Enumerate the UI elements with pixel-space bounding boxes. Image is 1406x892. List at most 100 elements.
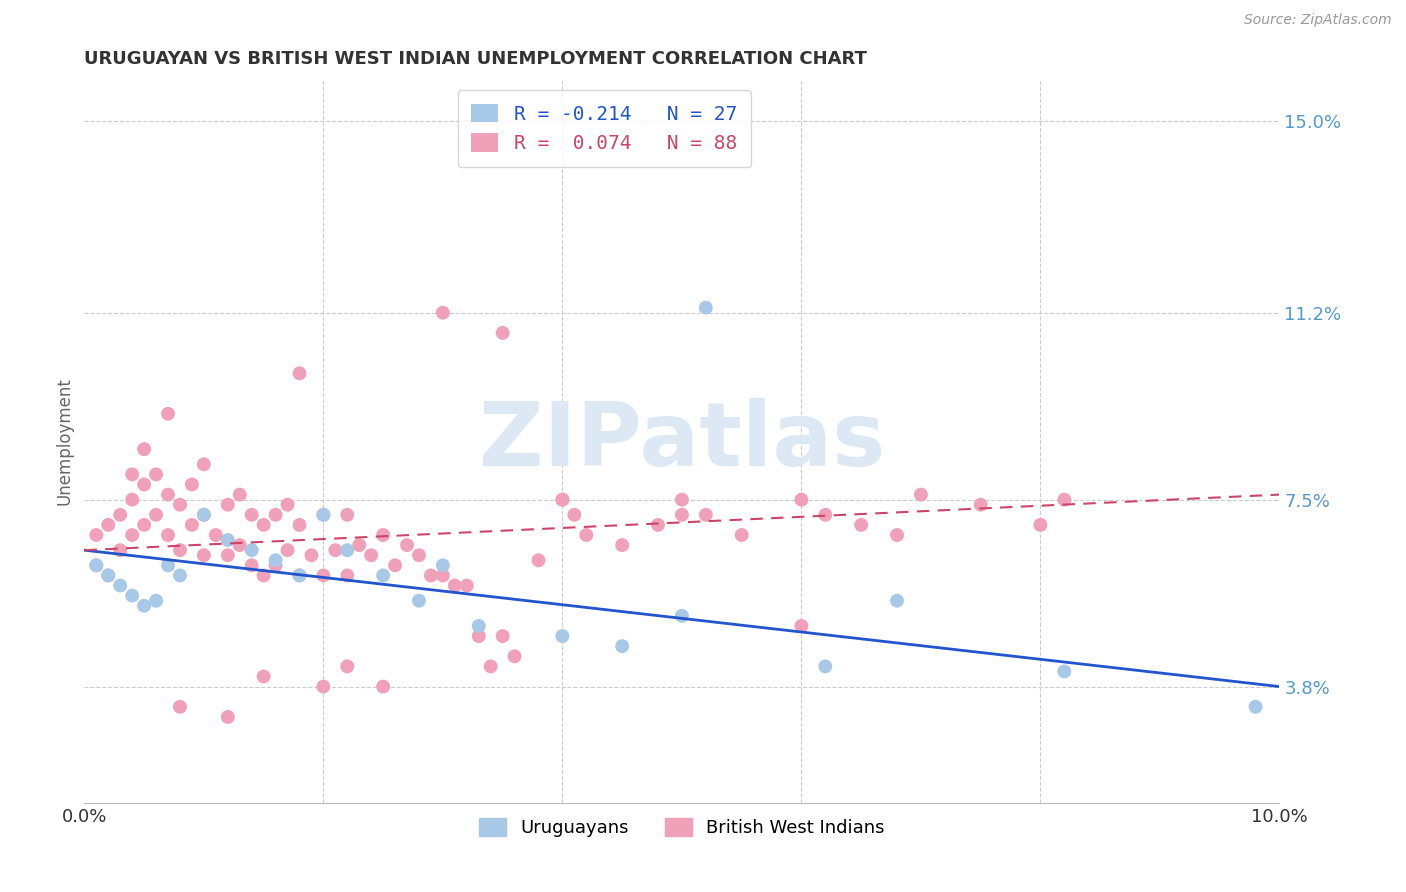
Point (312, 568, 335, 582)
Point (217, 533, 239, 547)
Point (432, 558, 454, 573)
Point (373, 528, 395, 542)
Point (790, 492, 813, 507)
Point (110, 508, 132, 522)
Point (181, 517, 204, 532)
Point (612, 538, 634, 552)
Point (121, 492, 143, 507)
Point (325, 543, 347, 558)
Point (132, 599, 156, 613)
Point (479, 659, 502, 673)
Y-axis label: Unemployment: Unemployment (55, 377, 73, 506)
Point (396, 538, 419, 552)
Point (695, 301, 717, 315)
Point (240, 558, 263, 573)
Point (217, 710, 239, 724)
Point (132, 442, 156, 456)
Point (228, 538, 252, 552)
Point (575, 528, 598, 542)
Point (193, 548, 215, 562)
Point (851, 517, 873, 532)
Point (169, 699, 191, 714)
Point (360, 548, 382, 562)
Point (217, 498, 239, 512)
Point (253, 568, 276, 582)
Point (228, 487, 252, 501)
Point (671, 492, 693, 507)
Point (408, 548, 430, 562)
Point (277, 543, 299, 558)
Point (110, 578, 132, 592)
Point (264, 553, 287, 567)
Point (121, 589, 143, 603)
Point (288, 568, 311, 582)
Point (527, 553, 550, 567)
Point (157, 487, 180, 501)
Point (288, 367, 311, 381)
Point (301, 548, 323, 562)
Point (492, 629, 515, 643)
Point (110, 543, 132, 558)
Point (1244, 699, 1267, 714)
Point (312, 508, 335, 522)
Point (790, 619, 813, 633)
Point (1053, 492, 1076, 507)
Point (503, 649, 526, 664)
Point (132, 477, 156, 491)
Point (671, 508, 693, 522)
Point (731, 528, 754, 542)
Point (288, 568, 311, 582)
Point (432, 306, 454, 320)
Point (288, 517, 311, 532)
Point (253, 669, 276, 683)
Point (886, 528, 908, 542)
Point (169, 498, 191, 512)
Point (349, 538, 371, 552)
Legend: Uruguayans, British West Indians: Uruguayans, British West Indians (471, 811, 893, 845)
Point (671, 608, 693, 623)
Point (910, 487, 932, 501)
Point (217, 548, 239, 562)
Point (121, 467, 143, 482)
Point (132, 517, 156, 532)
Point (695, 508, 717, 522)
Point (468, 619, 491, 633)
Point (145, 467, 167, 482)
Point (444, 578, 467, 592)
Point (86, 558, 108, 573)
Point (468, 629, 491, 643)
Point (564, 508, 586, 522)
Point (97, 568, 120, 582)
Point (145, 593, 167, 607)
Point (373, 568, 395, 582)
Point (336, 508, 359, 522)
Point (157, 558, 180, 573)
Point (814, 508, 837, 522)
Point (181, 477, 204, 491)
Point (647, 517, 669, 532)
Point (612, 639, 634, 653)
Point (432, 568, 454, 582)
Point (420, 568, 443, 582)
Point (277, 498, 299, 512)
Point (264, 558, 287, 573)
Point (373, 680, 395, 694)
Point (97, 568, 120, 582)
Text: Source: ZipAtlas.com: Source: ZipAtlas.com (1244, 13, 1392, 28)
Point (169, 568, 191, 582)
Point (312, 508, 335, 522)
Point (86, 528, 108, 542)
Point (193, 457, 215, 471)
Point (814, 659, 837, 673)
Point (169, 543, 191, 558)
Point (240, 543, 263, 558)
Point (492, 326, 515, 340)
Point (551, 492, 574, 507)
Point (970, 498, 993, 512)
Point (264, 508, 287, 522)
Point (121, 528, 143, 542)
Point (157, 528, 180, 542)
Point (1029, 517, 1052, 532)
Point (97, 517, 120, 532)
Point (86, 558, 108, 573)
